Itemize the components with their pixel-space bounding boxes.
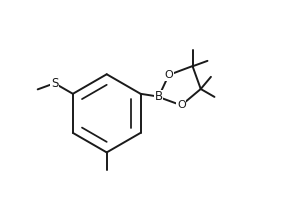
Text: S: S: [51, 77, 58, 90]
Text: B: B: [155, 91, 163, 103]
Text: O: O: [164, 70, 173, 80]
Text: O: O: [177, 100, 186, 110]
